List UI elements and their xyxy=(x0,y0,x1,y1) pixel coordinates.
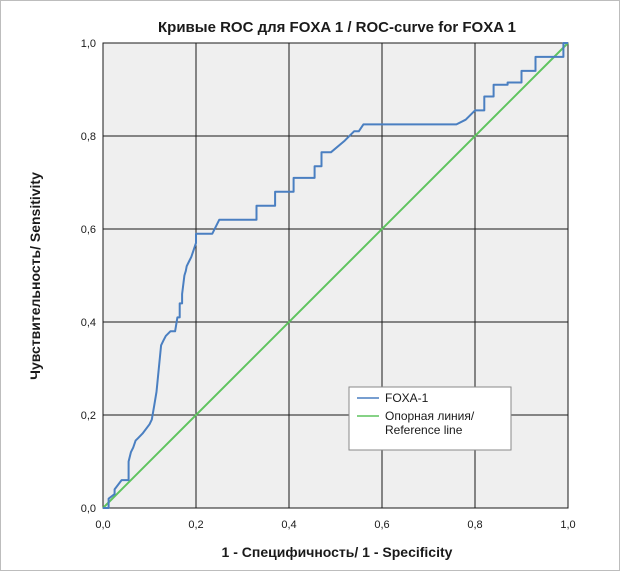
x-tick-label: 1,0 xyxy=(560,519,575,531)
chart-title: Кривые ROC для FOXA 1 / ROC-curve for FO… xyxy=(158,19,516,36)
y-tick-label: 0,2 xyxy=(81,410,96,422)
legend-label: Опорная линия/ xyxy=(385,409,475,423)
y-tick-label: 0,8 xyxy=(81,131,96,143)
x-tick-label: 0,2 xyxy=(188,519,203,531)
x-tick-label: 0,0 xyxy=(95,519,110,531)
series-layer xyxy=(102,42,569,509)
legend-label: Reference line xyxy=(385,423,463,437)
legend-label: FOXA-1 xyxy=(385,391,429,405)
x-axis-label: 1 - Специфичность/ 1 - Specificity xyxy=(222,544,453,560)
x-tick-label: 0,8 xyxy=(467,519,482,531)
y-tick-label: 0,0 xyxy=(81,503,96,515)
y-axis-label: Чувствительность/ Sensitivity xyxy=(27,172,43,380)
x-tick-label: 0,6 xyxy=(374,519,389,531)
roc-curve-line xyxy=(103,42,568,509)
y-tick-label: 1,0 xyxy=(81,38,96,50)
y-tick-label: 0,6 xyxy=(81,224,96,236)
legend: FOXA-1 Опорная линия/Reference line xyxy=(348,386,512,451)
x-tick-label: 0,4 xyxy=(281,519,296,531)
y-tick-label: 0,4 xyxy=(81,317,96,329)
tick-labels: 0,0 0,0 0,2 0,2 0,4 0,4 0,6 0,6 0,8 0,8 1,0 1,0 xyxy=(81,38,576,531)
reference-line xyxy=(102,42,569,509)
